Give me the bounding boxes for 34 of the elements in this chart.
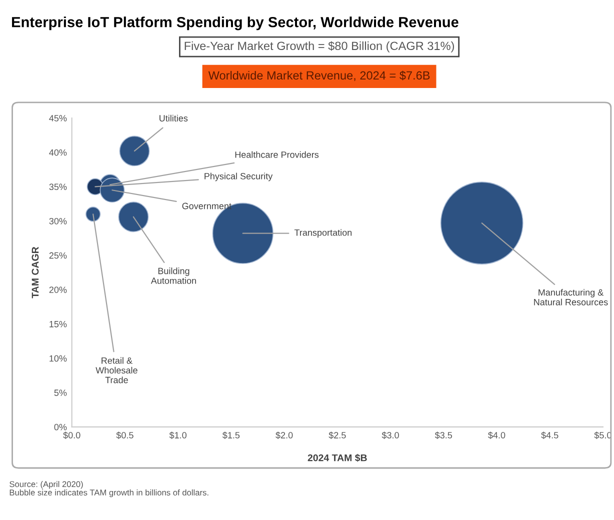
- text: Worldwide Market Revenue, 2024 = $7.6B: [208, 70, 430, 82]
- y-tick-label: 25%: [49, 252, 67, 259]
- text: Manufacturing & Natural Resources: [534, 288, 608, 306]
- source-note: Source: (April 2020) Bubble size indicates TAM growth in billions of dollars.: [10, 481, 208, 498]
- y-tick-label: 10%: [50, 355, 67, 362]
- x-tick-label: $2.0: [276, 432, 293, 439]
- text: Building Automation: [150, 268, 196, 284]
- text: Physical Security: [204, 172, 273, 182]
- text: Retail & Wholesale Trade: [96, 357, 138, 384]
- x-tick-label: $1.5: [222, 432, 240, 439]
- x-tick-label: $0.0: [63, 432, 80, 439]
- text: Utilities: [160, 114, 188, 122]
- y-tick-label: 30%: [49, 218, 67, 224]
- x-tick-label: $3.0: [382, 432, 399, 439]
- x-tick-label: $4.5: [541, 432, 558, 439]
- y-axis-title: TAM CAGR: [32, 246, 39, 298]
- chart-title: Enterprise IoT Platform Spending by Sector, Worldwide Revenue: [12, 16, 458, 30]
- x-tick-label: $3.5: [434, 432, 452, 439]
- y-tick-label: 40%: [49, 149, 67, 156]
- x-tick-label: $1.0: [169, 432, 186, 439]
- y-tick-label: 35%: [49, 184, 67, 190]
- x-tick-label: $0.5: [116, 432, 134, 439]
- x-axis-title: 2024 TAM $B: [308, 454, 367, 462]
- chart-subtitle: Five-Year Market Growth = $80 Billion (CAGR 31%): [184, 41, 454, 52]
- text: Healthcare Providers: [235, 151, 319, 158]
- x-tick-label: $2.5: [328, 432, 346, 439]
- text: Government: [182, 202, 232, 210]
- y-tick-label: 45%: [49, 115, 67, 122]
- x-tick-label: $4.0: [488, 432, 506, 439]
- y-tick-label: 15%: [50, 320, 67, 328]
- y-tick-label: 5%: [54, 390, 67, 396]
- y-tick-label: 0%: [54, 424, 67, 430]
- y-tick-label: 20%: [49, 286, 67, 293]
- text: Transportation: [294, 229, 352, 238]
